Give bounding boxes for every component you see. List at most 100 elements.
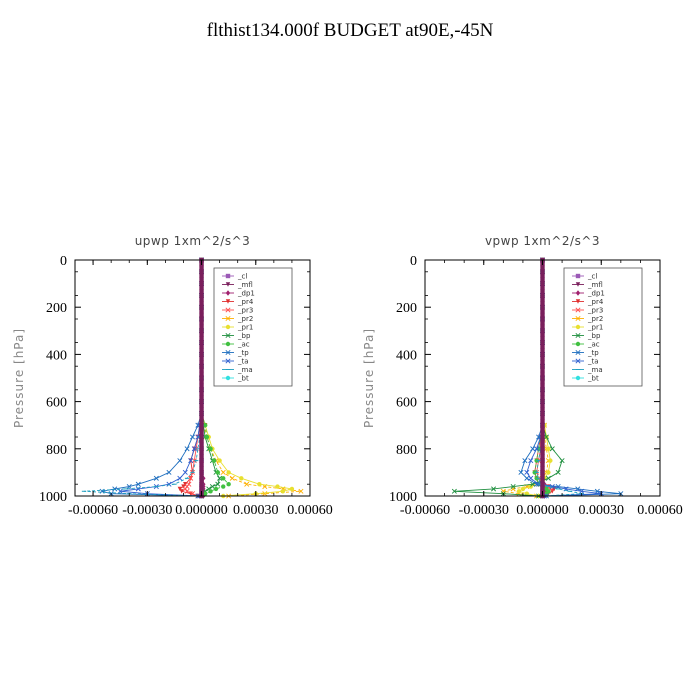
- y-tick-label: 200: [46, 301, 67, 316]
- x-tick-label: -0.00060: [400, 503, 450, 518]
- y-tick-label: 600: [396, 396, 417, 411]
- legend-marker: [225, 299, 231, 304]
- x-tick-label: -0.00030: [122, 503, 172, 518]
- data-point: [540, 301, 545, 306]
- data-point: [543, 434, 549, 440]
- legend-entry: _dp1: [237, 290, 255, 298]
- legend-marker: [575, 341, 581, 347]
- data-point: [275, 484, 280, 489]
- legend-entry: _cl: [237, 273, 247, 281]
- data-point: [540, 462, 545, 467]
- data-point: [540, 482, 545, 487]
- legend: _cl_mfl_dp1_pr4_pr3_pr2_pr1_bp_ac_tp_ta_…: [213, 267, 293, 387]
- data-point: [510, 484, 516, 490]
- data-point: [540, 371, 545, 377]
- data-point: [199, 356, 204, 361]
- data-point: [199, 324, 204, 330]
- data-point: [188, 458, 194, 464]
- data-point: [540, 320, 545, 326]
- data-point: [540, 273, 545, 278]
- x-tick-label: 0.00030: [233, 503, 279, 518]
- data-point: [202, 491, 208, 496]
- chart-panel-1: upwp 1xm^2/s^3 Pressure [hPa] -0.00060 -0.0…: [12, 234, 333, 518]
- data-point: [540, 328, 545, 333]
- data-point: [199, 277, 204, 282]
- data-point: [540, 446, 545, 451]
- data-point: [199, 466, 204, 471]
- data-point: [184, 446, 190, 452]
- data-point: [202, 423, 208, 428]
- data-point: [177, 458, 183, 464]
- data-point: [298, 488, 304, 494]
- data-point: [199, 438, 204, 444]
- data-point: [540, 426, 545, 432]
- legend-marker: [225, 273, 231, 279]
- data-point: [166, 469, 172, 475]
- legend-entry: _bp: [587, 332, 601, 340]
- data-point: [540, 442, 545, 448]
- series-line: [120, 260, 202, 497]
- data-point: [199, 450, 204, 455]
- data-point: [540, 478, 545, 483]
- legend-entry: _dp1: [587, 290, 605, 298]
- data-point: [540, 348, 545, 353]
- y-tick-label: 1000: [389, 490, 417, 505]
- data-point: [217, 458, 222, 463]
- data-point: [199, 442, 204, 448]
- y-tick-label: 400: [396, 348, 417, 363]
- data-point: [199, 265, 204, 271]
- data-point: [540, 297, 545, 302]
- x-tick-label: -0.00030: [459, 503, 509, 518]
- y-tick-label: 800: [396, 443, 417, 458]
- data-point: [540, 466, 545, 471]
- plot-frame: [74, 259, 311, 497]
- legend-entry: _pr1: [587, 324, 603, 332]
- data-point: [188, 475, 194, 481]
- data-point: [182, 469, 188, 475]
- data-point: [280, 489, 286, 494]
- data-point: [199, 328, 204, 333]
- data-point: [126, 484, 132, 490]
- data-point: [540, 430, 545, 436]
- data-point: [540, 423, 545, 428]
- y-tick-label: 400: [46, 348, 67, 363]
- data-point: [540, 434, 545, 440]
- data-point: [540, 383, 545, 389]
- data-point: [199, 470, 204, 475]
- data-point: [208, 446, 213, 451]
- legend-marker: [225, 324, 231, 330]
- data-point: [211, 458, 217, 463]
- data-point: [199, 407, 204, 412]
- data-point: [546, 470, 551, 475]
- data-point: [520, 486, 526, 492]
- data-point: [239, 476, 244, 481]
- legend-entry: _mfl: [237, 281, 253, 289]
- data-point: [540, 356, 545, 361]
- data-point: [540, 281, 545, 286]
- legend-entry: _ta: [587, 358, 599, 366]
- data-point: [199, 289, 204, 294]
- legend-marker: [575, 307, 581, 313]
- data-point: [199, 360, 204, 365]
- data-point: [213, 486, 219, 492]
- data-point: [540, 344, 545, 349]
- data-point: [153, 475, 159, 481]
- legend-marker: [225, 341, 231, 347]
- legend-entry: _bp: [237, 332, 251, 340]
- legend-marker: [225, 315, 231, 322]
- data-point: [540, 375, 545, 381]
- data-point: [199, 462, 204, 467]
- data-point: [540, 364, 545, 369]
- legend-marker: [575, 349, 581, 356]
- legend-entry: _pr2: [237, 315, 253, 323]
- data-point: [540, 360, 545, 365]
- legend-entry: _pr4: [237, 298, 254, 306]
- y-tick-label: 1000: [39, 490, 67, 505]
- data-point: [540, 289, 545, 294]
- data-point: [540, 308, 545, 314]
- data-point: [559, 458, 565, 464]
- data-point: [199, 399, 204, 404]
- x-tick-label: 0.00060: [637, 503, 683, 518]
- data-point: [199, 482, 204, 487]
- data-point: [540, 269, 545, 274]
